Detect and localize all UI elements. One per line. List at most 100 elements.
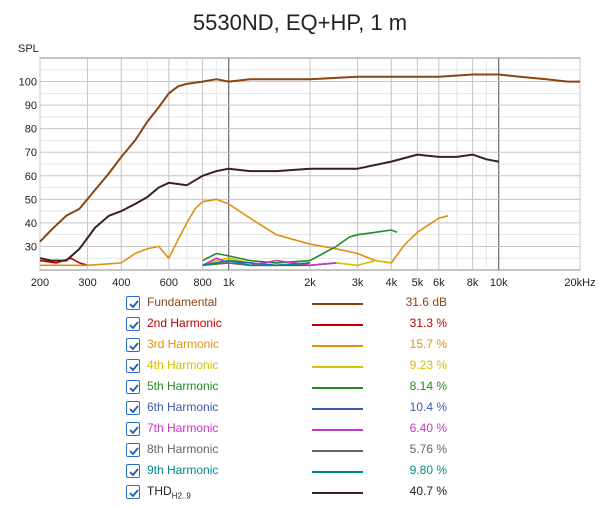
series-line-1 [39,73,580,243]
checkmark-icon [129,384,139,393]
legend-item: Fundamental 31.6 dB [0,293,600,314]
checkmark-icon [129,426,139,435]
legend-label: 8th Harmonic [147,442,218,456]
y-tick-label: 40 [25,218,37,230]
legend-item: 6th Harmonic 10.4 % [0,398,600,419]
x-tick-label: 800 [193,277,211,289]
legend-value: 31.3 % [409,316,447,330]
legend-checkbox[interactable] [126,359,140,373]
legend-item: 4th Harmonic 9.23 % [0,356,600,377]
y-tick-label: 60 [25,171,37,183]
frequency-response-chart: 200 300 400 600 800 1k 2k 3k 4k 5k 6k 8k 10k 20kHz 30… [18,43,596,289]
checkmark-icon [129,300,139,309]
x-tick-label: 400 [112,277,130,289]
x-tick-label: 4k [385,277,397,289]
series-line-3 [40,198,449,267]
legend-swatch [312,324,363,326]
x-tick-label: 2k [304,277,316,289]
legend-value: 8.14 % [409,379,447,393]
legend-checkbox[interactable] [126,380,140,394]
legend-label: 4th Harmonic [147,358,218,372]
legend-value: 31.6 dB [405,295,447,309]
x-tick-label: 6k [433,277,445,289]
y-tick-label: 80 [25,124,37,136]
legend-label-text: THD [147,484,172,498]
legend-swatch [312,366,363,368]
legend-item: 9th Harmonic 9.80 % [0,461,600,482]
x-tick-label: 300 [78,277,96,289]
legend-checkbox[interactable] [126,485,140,499]
legend-checkbox[interactable] [126,401,140,415]
x-tick-label: 200 [31,277,49,289]
checkmark-icon [129,447,139,456]
checkmark-icon [129,468,139,477]
legend-label-text: 7th Harmonic [147,421,219,435]
legend-label: 6th Harmonic [147,400,218,414]
legend-swatch [312,471,363,473]
checkmark-icon [129,489,139,498]
legend-swatch [312,387,363,389]
legend-checkbox[interactable] [126,296,140,310]
legend-label: 9th Harmonic [147,463,218,477]
legend-checkbox[interactable] [126,464,140,478]
legend-label: 2nd Harmonic [147,316,222,330]
legend-item: 2nd Harmonic 31.3 % [0,314,600,335]
legend-item: 5th Harmonic 8.14 % [0,377,600,398]
legend-swatch [312,450,363,452]
legend-value: 9.80 % [409,463,447,477]
checkmark-icon [129,405,139,414]
y-tick-label: 90 [25,100,37,112]
y-axis-label: SPL [18,43,39,55]
legend-swatch [312,492,363,494]
checkmark-icon [129,321,139,330]
legend-swatch [312,303,363,305]
x-tick-label: 3k [352,277,364,289]
y-tick-label: 70 [25,147,37,159]
legend-value: 15.7 % [409,337,447,351]
x-tick-label: 20kHz [564,277,595,289]
legend-label-text: 5th Harmonic [147,379,219,393]
legend-swatch [312,345,363,347]
legend-checkbox[interactable] [126,338,140,352]
y-tick-label: 50 [25,194,37,206]
x-axis-ticks: 200 300 400 600 800 1k 2k 3k 4k 5k 6k 8k 10k 20kHz [31,277,596,289]
series-lines [39,73,580,267]
y-tick-label: 30 [25,241,37,253]
legend-checkbox[interactable] [126,422,140,436]
series-line-5 [202,229,398,264]
x-tick-label: 10k [490,277,508,289]
legend-label-text: Fundamental [147,295,218,309]
legend-label-text: 6th Harmonic [147,400,219,414]
legend-item: 8th Harmonic 5.76 % [0,440,600,461]
legend-value: 5.76 % [409,442,447,456]
legend-item: 7th Harmonic 6.40 % [0,419,600,440]
x-tick-label: 1k [223,277,235,289]
checkmark-icon [129,342,139,351]
legend-swatch [312,429,363,431]
legend-checkbox[interactable] [126,317,140,331]
x-tick-label: 5k [412,277,424,289]
legend-value: 6.40 % [409,421,447,435]
chart-title: 5530ND, EQ+HP, 1 m [192,10,408,35]
x-tick-label: 8k [467,277,479,289]
legend-label: 3rd Harmonic [147,337,219,351]
checkmark-icon [129,363,139,372]
legend-label: 7th Harmonic [147,421,218,435]
legend-checkbox[interactable] [126,443,140,457]
x-tick-label: 600 [160,277,178,289]
y-axis-ticks: 30 40 50 60 70 80 90 100 [19,77,37,254]
legend-item: 3rd Harmonic 15.7 % [0,335,600,356]
legend-value: 9.23 % [409,358,447,372]
legend-label-text: 3rd Harmonic [147,337,220,351]
legend-item: THDH2..9 40.7 % [0,482,600,503]
major-grid [39,58,581,270]
series-line-10 [39,153,499,262]
series-line-9 [202,259,311,267]
legend-label-text: 8th Harmonic [147,442,219,456]
legend-label-subscript: H2..9 [171,491,191,501]
legend-label: THDH2..9 [147,484,191,500]
legend-label: 5th Harmonic [147,379,218,393]
legend-label-text: 2nd Harmonic [147,316,222,330]
legend-label-text: 9th Harmonic [147,463,219,477]
legend-value: 10.4 % [409,400,447,414]
